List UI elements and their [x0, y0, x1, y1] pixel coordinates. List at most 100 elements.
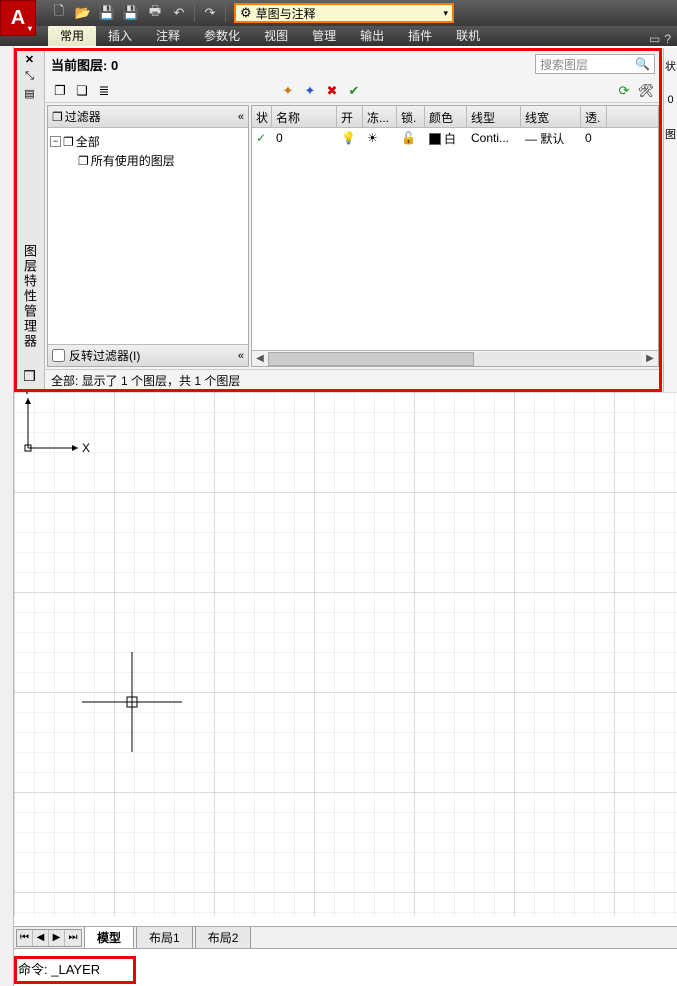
sheet-tabs: ⏮ ◀ ▶ ⏭ 模型 布局1 布局2	[14, 926, 677, 948]
set-current-icon[interactable]: ✔	[345, 82, 363, 100]
pin-icon[interactable]: ⤡	[25, 70, 34, 83]
panel-title: 图层特性管理器	[20, 244, 39, 349]
cell-name: 0	[272, 131, 337, 145]
new-layer-icon[interactable]: ✦	[279, 82, 297, 100]
collapse-icon[interactable]: «	[238, 111, 244, 123]
layers-icon: ❒	[23, 368, 36, 385]
command-text: _LAYER	[51, 962, 100, 977]
new-property-filter-icon[interactable]: ❐	[51, 82, 69, 100]
ribbon-tab[interactable]: 参数化	[192, 26, 252, 46]
ribbon-tab[interactable]: 插入	[96, 26, 144, 46]
scroll-right-icon[interactable]: ▶	[642, 353, 658, 364]
print-icon[interactable]: 🖶	[144, 3, 166, 23]
ribbon-tab[interactable]: 输出	[348, 26, 396, 46]
col-on[interactable]: 开	[337, 106, 363, 127]
col-name[interactable]: 名称	[272, 106, 337, 127]
filter-header[interactable]: ❐ 过滤器 «	[48, 106, 248, 128]
color-swatch-icon	[429, 133, 441, 145]
col-lineweight[interactable]: 线宽	[521, 106, 581, 127]
ribbon-tabs: 常用 插入 注释 参数化 视图 管理 输出 插件 联机 ▭ ?	[0, 26, 677, 46]
filter-title: 过滤器	[65, 108, 101, 125]
ribbon-tab[interactable]: 常用	[48, 26, 96, 46]
svg-text:X: X	[82, 441, 90, 455]
cell-trans[interactable]: 0	[581, 131, 607, 145]
app-logo[interactable]: A	[0, 0, 36, 36]
undo-icon[interactable]: ↶	[168, 3, 190, 23]
refresh-icon[interactable]: ⟳	[615, 82, 633, 100]
layer-grid: 状 名称 开 冻... 锁. 颜色 线型 线宽 透. ✓ 0 💡 ☀	[251, 105, 659, 367]
ribbon-tab[interactable]: 联机	[444, 26, 492, 46]
redo-icon[interactable]: ↷	[199, 3, 221, 23]
ribbon-tab[interactable]: 插件	[396, 26, 444, 46]
cell-status-icon: ✓	[252, 131, 272, 145]
invert-filter-label: 反转过滤器(I)	[69, 347, 140, 364]
ribbon-tab[interactable]: 管理	[300, 26, 348, 46]
tab-layout2[interactable]: 布局2	[195, 927, 252, 949]
new-layer-freeze-icon[interactable]: ✦	[301, 82, 319, 100]
panel-toolbar: ❐ ❏ ≣ ✦ ✦ ✖ ✔ ⟳ 🛠	[45, 79, 661, 103]
tree-node-used[interactable]: ❐ 所有使用的图层	[50, 151, 246, 170]
tab-prev-icon[interactable]: ◀	[33, 930, 49, 946]
invert-filter-checkbox[interactable]	[52, 349, 65, 362]
tab-model[interactable]: 模型	[84, 927, 134, 949]
tab-first-icon[interactable]: ⏮	[17, 930, 33, 946]
settings-icon[interactable]: 🛠	[637, 82, 655, 100]
new-group-filter-icon[interactable]: ❏	[73, 82, 91, 100]
save-icon[interactable]: 💾	[96, 3, 118, 23]
drawing-area[interactable]: X Y	[14, 392, 677, 916]
col-freeze[interactable]: 冻...	[363, 106, 397, 127]
saveas-icon[interactable]: 💾	[120, 3, 142, 23]
panel-status: 全部: 显示了 1 个图层，共 1 个图层	[45, 369, 661, 391]
workspace-dropdown[interactable]: ⚙ 草图与注释 ▾	[234, 3, 454, 23]
col-lock[interactable]: 锁.	[397, 106, 425, 127]
delete-layer-icon[interactable]: ✖	[323, 82, 341, 100]
open-icon[interactable]: 📂	[72, 3, 94, 23]
menu-icon[interactable]: ▤	[24, 87, 34, 100]
lock-icon[interactable]: 🔓	[397, 131, 425, 145]
new-icon[interactable]: 🗋	[48, 3, 70, 23]
lightbulb-icon[interactable]: 💡	[337, 131, 363, 145]
ribbon-min-icon[interactable]: ▭	[649, 32, 660, 46]
right-sidebar-stub: 状 0 图	[663, 48, 677, 392]
tab-layout1[interactable]: 布局1	[136, 927, 193, 949]
sun-icon[interactable]: ☀	[363, 131, 397, 145]
col-trans[interactable]: 透.	[581, 106, 607, 127]
command-prompt: 命令:	[18, 962, 48, 977]
command-line-area[interactable]: 命令: _LAYER	[14, 948, 677, 986]
layer-states-icon[interactable]: ≣	[95, 82, 113, 100]
tree-node-all[interactable]: − ❐ 全部	[50, 132, 246, 151]
search-icon: 🔍	[635, 57, 650, 71]
panel-title-bar: ✕ ⤡ ▤ 图层特性管理器 ❒	[15, 49, 45, 391]
search-placeholder: 搜索图层	[540, 56, 588, 73]
tree-expand-icon[interactable]: −	[50, 136, 61, 147]
close-icon[interactable]: ✕	[25, 53, 34, 66]
ribbon-tab[interactable]: 视图	[252, 26, 300, 46]
scroll-left-icon[interactable]: ◀	[252, 353, 268, 364]
current-layer-label: 当前图层: 0	[51, 55, 118, 74]
tree-label: 全部	[76, 133, 100, 150]
cell-lineweight[interactable]: — 默认	[521, 130, 581, 147]
scroll-thumb[interactable]	[268, 352, 474, 366]
tab-last-icon[interactable]: ⏭	[65, 930, 81, 946]
quick-access-toolbar: A 🗋 📂 💾 💾 🖶 ↶ ↷ ⚙ 草图与注释 ▾	[0, 0, 677, 26]
filter-pane: ❐ 过滤器 « − ❐ 全部 ❐ 所有使用的图层	[47, 105, 249, 367]
filter-footer: 反转过滤器(I) «	[48, 344, 248, 366]
tab-next-icon[interactable]: ▶	[49, 930, 65, 946]
col-linetype[interactable]: 线型	[467, 106, 521, 127]
layer-properties-manager: ✕ ⤡ ▤ 图层特性管理器 ❒ 当前图层: 0 搜索图层 🔍 ❐ ❏ ≣ ✦ ✦…	[14, 48, 662, 392]
col-status[interactable]: 状	[252, 106, 272, 127]
ribbon-tab[interactable]: 注释	[144, 26, 192, 46]
horizontal-scrollbar[interactable]: ◀ ▶	[252, 350, 658, 366]
cell-color[interactable]: 白	[425, 130, 467, 147]
ribbon-help-icon[interactable]: ?	[664, 32, 671, 46]
chevron-down-icon: ▾	[443, 8, 448, 19]
cell-linetype[interactable]: Conti...	[467, 131, 521, 145]
search-input[interactable]: 搜索图层 🔍	[535, 54, 655, 74]
collapse-icon[interactable]: «	[238, 350, 244, 362]
col-color[interactable]: 颜色	[425, 106, 467, 127]
grid-header: 状 名称 开 冻... 锁. 颜色 线型 线宽 透.	[252, 106, 658, 128]
layer-row[interactable]: ✓ 0 💡 ☀ 🔓 白 Conti... — 默认 0	[252, 128, 658, 148]
filter-tree: − ❐ 全部 ❐ 所有使用的图层	[48, 128, 248, 344]
ucs-icon: X Y	[20, 392, 677, 910]
panel-header: 当前图层: 0 搜索图层 🔍	[45, 49, 661, 79]
